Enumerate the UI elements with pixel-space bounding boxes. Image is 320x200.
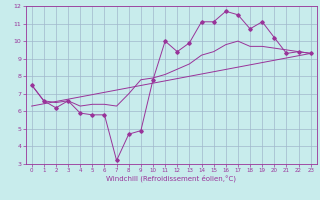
X-axis label: Windchill (Refroidissement éolien,°C): Windchill (Refroidissement éolien,°C) — [106, 175, 236, 182]
